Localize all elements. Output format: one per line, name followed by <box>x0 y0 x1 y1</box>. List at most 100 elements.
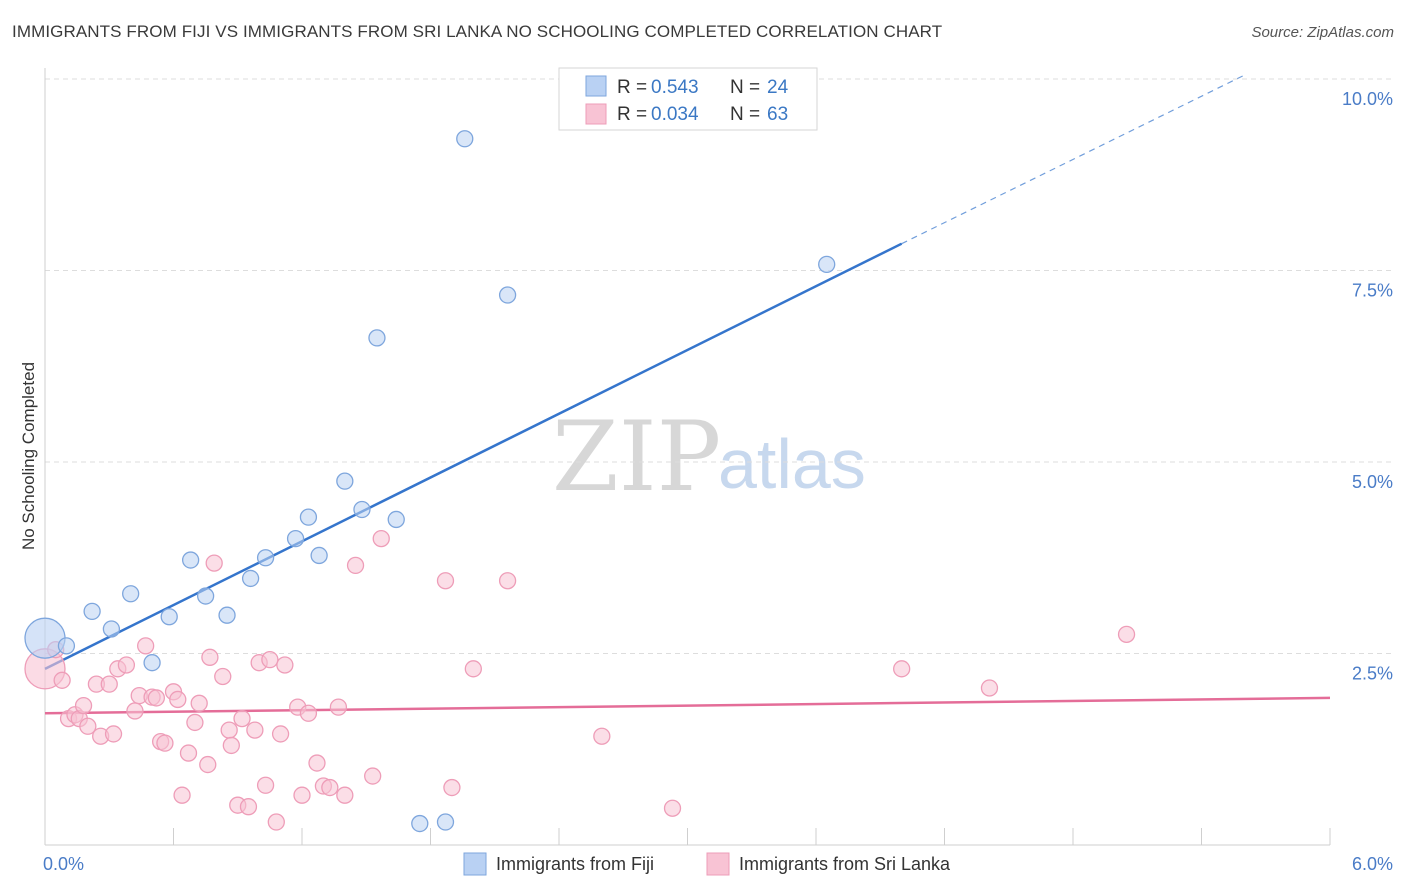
srilanka-point <box>74 696 93 715</box>
srilanka-point <box>498 572 517 590</box>
srilanka-point <box>261 650 279 669</box>
fiji-point <box>310 546 328 565</box>
legend-fiji-swatch <box>585 75 607 97</box>
legend-fiji-n-value: 24 <box>767 77 789 98</box>
legend-fiji-r-value: 0.543 <box>651 77 699 98</box>
srilanka-point <box>271 725 290 743</box>
source-label: Source: ZipAtlas.com <box>1251 24 1394 41</box>
fiji-point <box>411 814 429 833</box>
srilanka-point <box>372 529 390 548</box>
fiji-point <box>286 529 305 548</box>
y-axis-label: No Schooling Completed <box>19 362 38 550</box>
srilanka-point <box>893 660 911 678</box>
srilanka-point <box>364 767 382 785</box>
srilanka-point <box>104 725 123 743</box>
y-tick-labels: 2.5% 5.0% 7.5% 10.0% <box>1342 89 1393 684</box>
srilanka-point <box>205 554 223 572</box>
y-tick-label: 7.5% <box>1352 281 1393 301</box>
legend-srilanka-n-value: 63 <box>767 104 788 125</box>
x-tick-labels: 0.0% 6.0% <box>43 854 1393 874</box>
axes <box>44 68 1331 846</box>
fiji-point <box>181 551 200 569</box>
srilanka-point <box>464 660 482 678</box>
fiji-point <box>336 472 354 490</box>
fiji-point <box>299 508 318 526</box>
srilanka-point <box>663 799 682 817</box>
x-tick-label: 0.0% <box>43 854 84 874</box>
srilanka-point <box>137 637 155 655</box>
y-tick-label: 5.0% <box>1352 472 1393 492</box>
srilanka-point <box>436 572 455 590</box>
legend-fiji-r-label: R = <box>617 77 647 98</box>
srilanka-point <box>246 721 264 739</box>
legend-srilanka-r-label: R = <box>617 104 647 125</box>
srilanka-point <box>329 698 348 716</box>
srilanka-point <box>173 786 191 804</box>
srilanka-point <box>222 736 240 755</box>
fiji-point <box>83 602 101 621</box>
legend-fiji-n-label: N = <box>730 77 760 98</box>
srilanka-point <box>214 667 232 686</box>
x-tick-label: 6.0% <box>1352 854 1393 874</box>
srilanka-point <box>239 798 258 816</box>
fiji-trendline-extension <box>901 74 1245 245</box>
bottom-legend: Immigrants from Fiji Immigrants from Sri… <box>463 852 951 876</box>
bottom-legend-fiji-swatch <box>463 852 487 876</box>
srilanka-point <box>1117 625 1136 643</box>
legend-srilanka-swatch <box>585 103 607 125</box>
fiji-point <box>456 130 474 148</box>
srilanka-point <box>100 675 118 693</box>
srilanka-point <box>179 744 198 762</box>
bottom-legend-fiji-label: Immigrants from Fiji <box>496 854 654 874</box>
bottom-legend-srilanka-swatch <box>706 852 730 876</box>
fiji-point <box>218 606 236 624</box>
watermark-atlas: atlas <box>718 425 866 503</box>
fiji-point <box>102 620 121 638</box>
fiji-point <box>256 549 275 567</box>
srilanka-point <box>321 778 339 797</box>
fiji-point <box>387 510 405 529</box>
srilanka-point <box>336 786 354 804</box>
srilanka-point <box>276 656 294 674</box>
srilanka-point <box>233 709 251 728</box>
watermark-zip: ZIP <box>552 401 721 513</box>
fiji-point <box>436 813 455 831</box>
srilanka-point <box>156 734 174 752</box>
srilanka-point <box>980 679 999 697</box>
srilanka-point <box>169 690 187 709</box>
chart-title: IMMIGRANTS FROM FIJI VS IMMIGRANTS FROM … <box>12 22 943 41</box>
trendlines <box>44 74 1331 715</box>
srilanka-point <box>186 713 204 732</box>
fiji-point <box>353 500 371 519</box>
legend: R = 0.543 N = 24 R = 0.034 N = 63 <box>558 67 818 131</box>
y-tick-label: 2.5% <box>1352 664 1393 684</box>
fiji-point <box>241 569 260 588</box>
srilanka-point <box>308 754 326 772</box>
srilanka-point <box>293 786 311 804</box>
bottom-legend-srilanka-label: Immigrants from Sri Lanka <box>739 854 951 874</box>
y-tick-label: 10.0% <box>1342 89 1393 109</box>
points <box>24 130 1136 833</box>
srilanka-point <box>201 648 219 666</box>
srilanka-point <box>256 776 275 794</box>
srilanka-point <box>346 556 365 575</box>
fiji-point <box>143 654 161 672</box>
fiji-point <box>498 286 517 304</box>
srilanka-point <box>79 717 97 735</box>
srilanka-point <box>299 704 318 722</box>
fiji-point <box>24 617 66 659</box>
srilanka-point <box>267 813 285 831</box>
srilanka-point <box>443 778 461 797</box>
srilanka-point <box>190 694 208 712</box>
fiji-point <box>160 608 178 626</box>
legend-srilanka-r-value: 0.034 <box>651 104 699 125</box>
srilanka-point <box>199 755 217 774</box>
fiji-point <box>818 255 836 274</box>
fiji-trendline <box>44 242 903 670</box>
fiji-point <box>368 329 386 347</box>
srilanka-point <box>220 721 238 739</box>
fiji-point <box>196 587 215 605</box>
fiji-point <box>57 637 76 655</box>
legend-srilanka-n-label: N = <box>730 104 760 125</box>
